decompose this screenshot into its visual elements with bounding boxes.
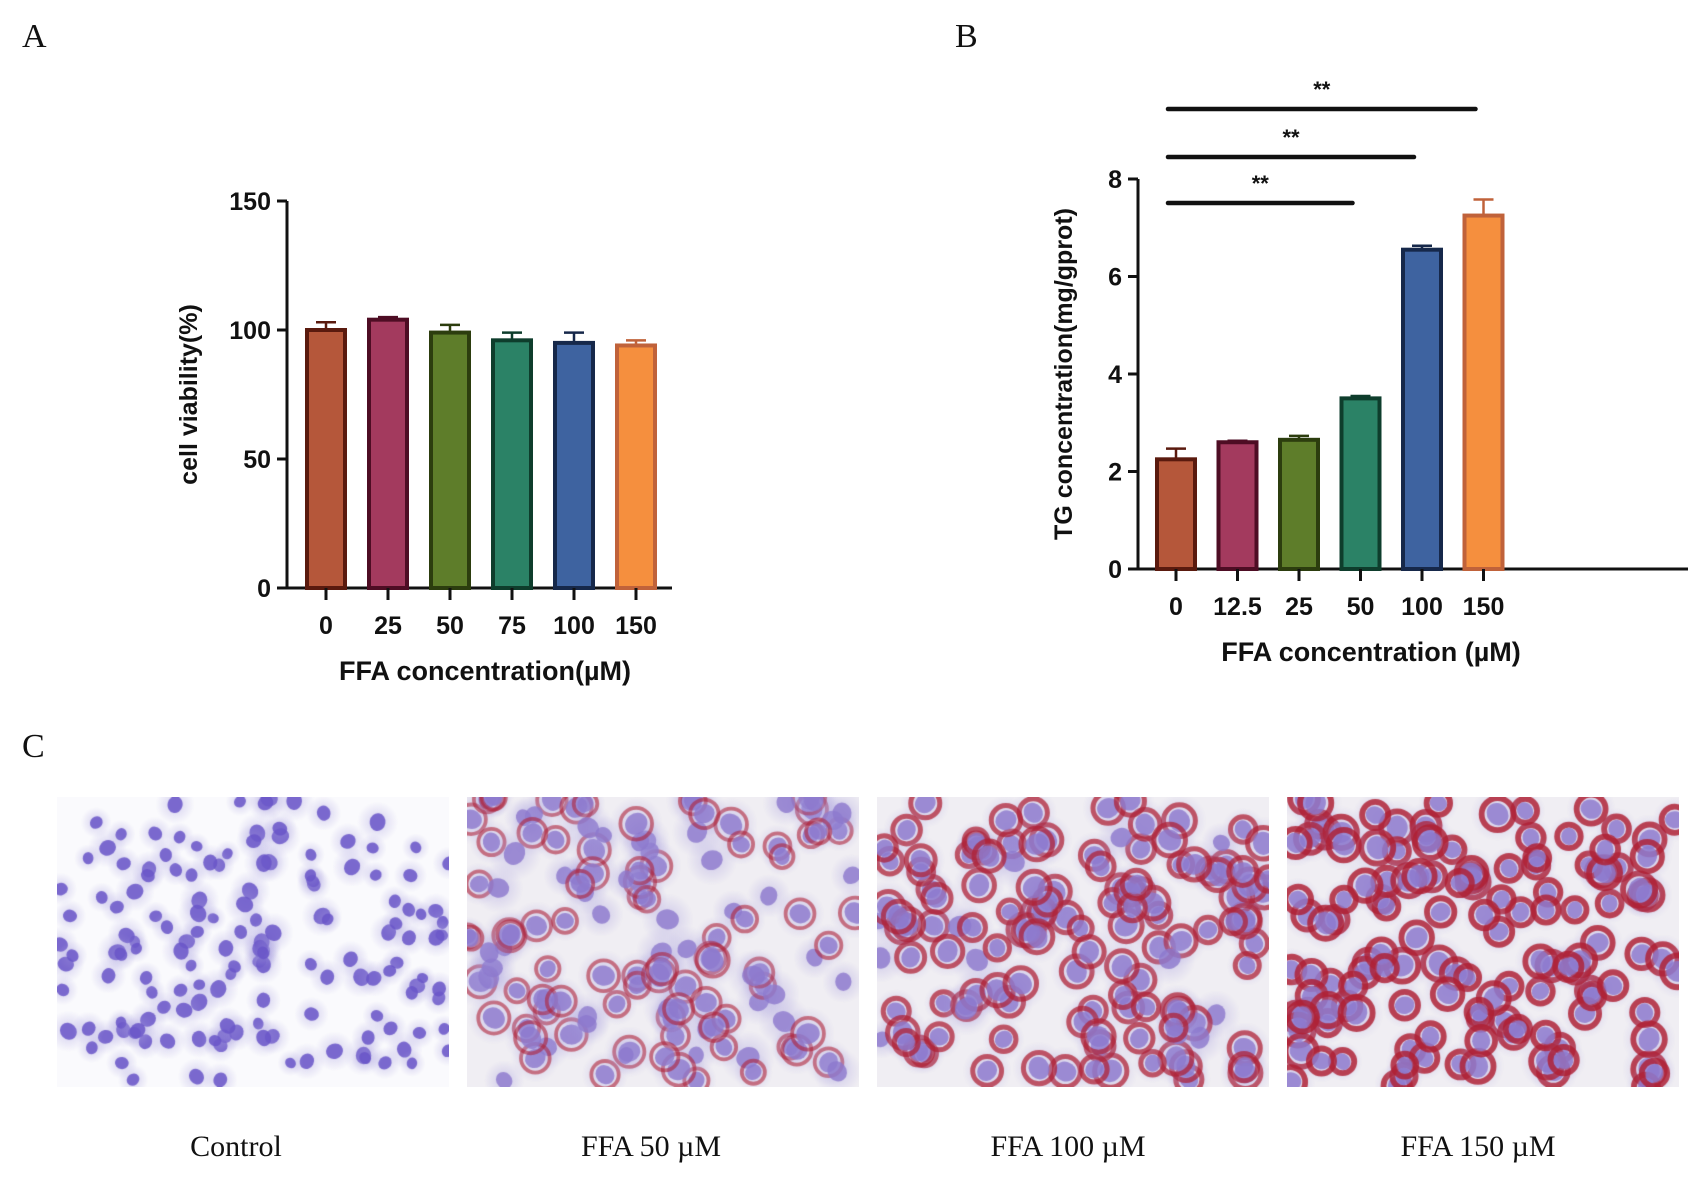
micrograph-control bbox=[57, 797, 449, 1087]
x-tick-label: 25 bbox=[374, 612, 402, 640]
chart-a-cell-viability: 0 50 100 150 0 25 50 75 100 150 FFA concentration(… bbox=[175, 188, 672, 686]
bar-0 bbox=[1155, 457, 1197, 571]
y-tick-label: 8 bbox=[1108, 166, 1122, 194]
y-axis-title: cell viability(%) bbox=[175, 304, 203, 485]
bar-25 bbox=[1278, 437, 1320, 571]
bar-100 bbox=[553, 340, 595, 590]
y-tick-label: 4 bbox=[1108, 361, 1122, 389]
y-tick-label: 0 bbox=[1108, 556, 1122, 584]
significance-label: ** bbox=[1313, 77, 1331, 102]
x-axis-title: FFA concentration(µM) bbox=[339, 656, 631, 686]
y-tick-label: 150 bbox=[229, 188, 271, 216]
bar-25 bbox=[367, 317, 409, 590]
caption-ffa-50: FFA 50 µM bbox=[580, 1130, 722, 1163]
bar-100 bbox=[1401, 247, 1443, 571]
x-tick-label: 150 bbox=[615, 612, 657, 640]
caption-ffa-100: FFA 100 µM bbox=[990, 1130, 1146, 1163]
y-tick-label: 50 bbox=[243, 446, 271, 474]
caption-ffa-150: FFA 150 µM bbox=[1400, 1130, 1556, 1163]
bar-150 bbox=[1462, 213, 1505, 571]
x-tick-label: 75 bbox=[498, 612, 526, 640]
y-tick-label: 0 bbox=[257, 575, 271, 603]
caption-control: Control bbox=[190, 1130, 282, 1163]
x-tick-label: 12.5 bbox=[1213, 593, 1262, 621]
x-tick-label: 150 bbox=[1463, 593, 1505, 621]
y-tick-label: 6 bbox=[1108, 264, 1122, 292]
x-tick-label: 25 bbox=[1285, 593, 1313, 621]
bar-150 bbox=[615, 343, 657, 591]
bar-12.5 bbox=[1216, 440, 1259, 571]
y-tick-label: 2 bbox=[1108, 459, 1122, 487]
x-tick-label: 100 bbox=[1401, 593, 1443, 621]
bar-0 bbox=[305, 328, 347, 590]
bar-75 bbox=[491, 338, 533, 590]
bar-50 bbox=[429, 330, 471, 590]
micrograph-ffa-100 bbox=[877, 797, 1269, 1087]
x-axis-title: FFA concentration (µM) bbox=[1221, 637, 1521, 667]
x-tick-label: 100 bbox=[553, 612, 595, 640]
y-axis-title: TG concentration(mg/gprot) bbox=[1050, 208, 1078, 540]
x-tick-label: 50 bbox=[1347, 593, 1375, 621]
micrograph-ffa-150 bbox=[1287, 797, 1679, 1087]
micrograph-ffa-50 bbox=[467, 797, 859, 1087]
x-tick-label: 50 bbox=[436, 612, 464, 640]
panel-label-c: C bbox=[22, 728, 45, 765]
panel-label-b: B bbox=[955, 18, 978, 55]
significance-label: ** bbox=[1252, 171, 1270, 196]
y-tick-label: 100 bbox=[229, 317, 271, 345]
x-tick-label: 0 bbox=[1169, 593, 1183, 621]
chart-b-tg-concentration: 0 2 4 6 8 0 12.5 25 50 100 150 FFA concentration (µ… bbox=[1050, 77, 1688, 667]
x-tick-label: 0 bbox=[319, 612, 333, 640]
panel-label-a: A bbox=[22, 18, 47, 55]
bar-50 bbox=[1339, 396, 1382, 571]
significance-label: ** bbox=[1282, 125, 1300, 150]
